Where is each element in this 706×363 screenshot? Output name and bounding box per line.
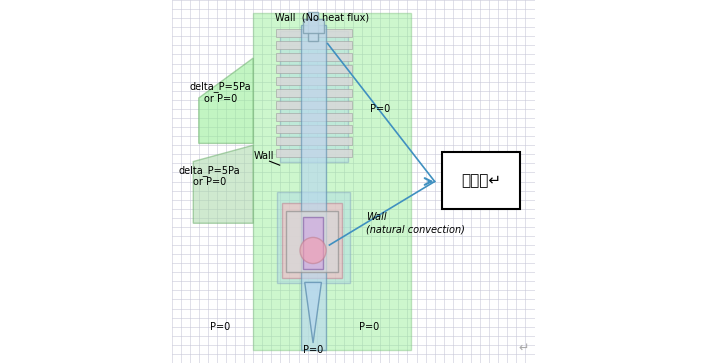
Bar	[276, 149, 352, 157]
Bar	[276, 77, 352, 85]
Text: P=0: P=0	[210, 322, 231, 332]
Polygon shape	[193, 145, 253, 223]
Bar	[276, 89, 352, 97]
Text: delta_P=5Pa
or P=0: delta_P=5Pa or P=0	[190, 81, 251, 104]
Text: Wall: Wall	[254, 151, 275, 161]
Bar	[276, 41, 352, 49]
Circle shape	[300, 237, 326, 264]
Bar	[442, 152, 520, 209]
Bar	[276, 113, 352, 121]
Bar	[276, 53, 352, 61]
Text: ↵: ↵	[518, 342, 529, 355]
Text: P=0: P=0	[370, 104, 390, 114]
Polygon shape	[198, 58, 253, 143]
Bar	[277, 192, 350, 283]
Bar	[301, 25, 326, 350]
Bar	[286, 211, 338, 272]
Text: 输料管↵: 输料管↵	[461, 173, 501, 188]
Bar	[280, 31, 347, 162]
Text: Wall
(natural convection): Wall (natural convection)	[366, 212, 465, 234]
Bar	[282, 203, 342, 278]
Bar	[308, 12, 318, 41]
Bar	[276, 125, 352, 133]
Text: delta_P=5Pa
or P=0: delta_P=5Pa or P=0	[179, 165, 241, 187]
Bar	[276, 137, 352, 145]
Bar	[276, 29, 352, 37]
Text: P=0: P=0	[303, 345, 323, 355]
Bar	[276, 101, 352, 109]
Text: P=0: P=0	[359, 322, 379, 332]
Bar	[253, 13, 411, 350]
Bar	[276, 65, 352, 73]
Bar	[303, 19, 323, 33]
Bar	[303, 217, 323, 269]
Text: Wall  (No heat flux): Wall (No heat flux)	[275, 13, 369, 23]
Polygon shape	[305, 282, 321, 343]
